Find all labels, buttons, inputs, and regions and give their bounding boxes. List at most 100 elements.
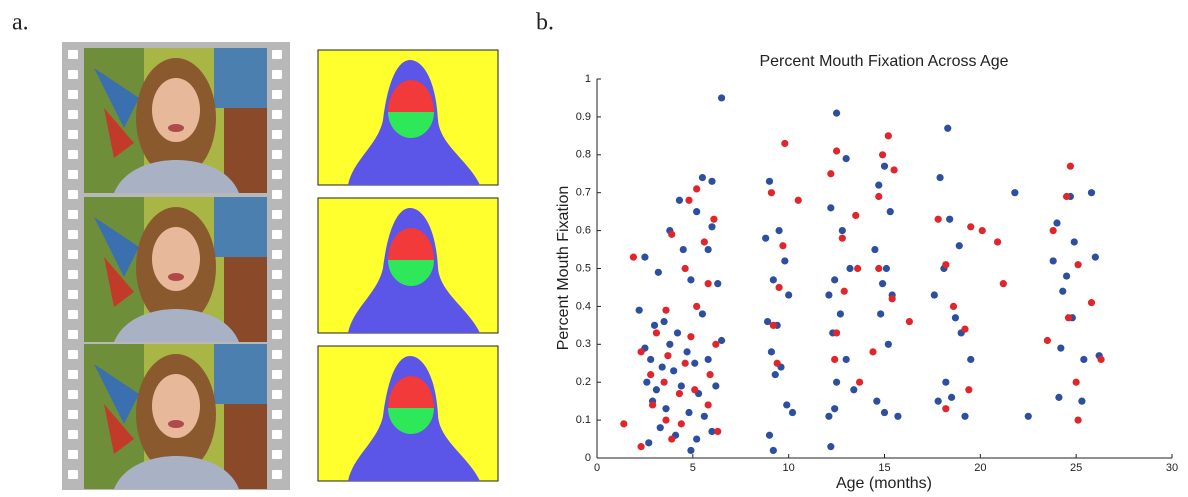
point: [838, 227, 846, 235]
point: [673, 329, 682, 337]
point: [875, 192, 883, 201]
point: [852, 211, 860, 220]
point: [871, 245, 879, 254]
point: [850, 386, 858, 394]
point: [785, 291, 793, 299]
point: [942, 261, 950, 269]
sprocket-hole: [68, 310, 78, 319]
point: [944, 124, 952, 132]
sprocket-hole: [272, 150, 282, 159]
film-strip: [62, 42, 290, 490]
sprocket-hole: [68, 350, 78, 359]
point: [888, 295, 896, 303]
point: [1024, 412, 1032, 420]
x-tick-label: 10: [783, 462, 795, 474]
sprocket-hole: [68, 470, 78, 479]
point: [691, 386, 699, 394]
point: [1072, 378, 1080, 386]
point: [660, 378, 668, 386]
y-tick-label: 0.4: [576, 300, 591, 312]
point: [693, 435, 701, 443]
sprocket-hole: [272, 70, 282, 79]
point: [769, 276, 777, 284]
point: [875, 264, 883, 273]
x-tick-label: 30: [1166, 462, 1178, 474]
point: [855, 378, 864, 386]
x-tick-label: 5: [690, 462, 696, 474]
video-frame: [84, 344, 267, 489]
point: [664, 352, 672, 360]
point: [825, 412, 833, 420]
point: [947, 393, 956, 401]
y-tick-label: 0.9: [576, 111, 591, 123]
point: [1080, 355, 1088, 364]
point: [683, 348, 691, 356]
point: [1087, 299, 1096, 307]
point: [955, 242, 963, 250]
point: [1091, 253, 1099, 261]
sprocket-hole: [68, 370, 78, 379]
sprocket-hole: [68, 390, 78, 399]
point: [781, 139, 789, 148]
video-frame: [84, 197, 267, 342]
point: [704, 355, 712, 364]
sprocket-hole: [68, 430, 78, 439]
point: [708, 177, 716, 185]
point: [1011, 189, 1019, 197]
point: [712, 382, 720, 390]
x-tick-label: 20: [974, 462, 986, 474]
sprocket-hole: [68, 150, 78, 159]
y-tick-label: 0.3: [576, 338, 591, 350]
point: [978, 227, 986, 235]
point: [645, 439, 653, 447]
point: [832, 109, 841, 117]
y-tick-label: 0.7: [576, 187, 591, 199]
sprocket-hole: [272, 330, 282, 339]
point: [1059, 287, 1067, 295]
point: [878, 280, 887, 288]
point: [882, 264, 891, 273]
sprocket-hole: [68, 90, 78, 99]
point: [681, 264, 689, 273]
point: [706, 371, 714, 379]
point: [637, 348, 645, 356]
point: [765, 431, 774, 439]
point: [767, 189, 776, 197]
point: [934, 397, 942, 405]
y-axis-label: Percent Mouth Fixation: [555, 186, 572, 351]
point: [717, 336, 726, 345]
point: [668, 230, 676, 238]
point: [698, 310, 707, 318]
point: [831, 355, 839, 364]
point: [693, 302, 701, 310]
point: [836, 310, 845, 318]
sprocket-hole: [68, 70, 78, 79]
point: [681, 359, 689, 367]
point: [685, 196, 693, 204]
point: [1055, 393, 1063, 401]
point: [781, 257, 789, 265]
point: [675, 389, 684, 398]
point: [687, 333, 695, 341]
x-axis-label: Age (months): [836, 475, 932, 492]
point: [930, 291, 938, 299]
point: [949, 302, 958, 310]
point: [869, 348, 877, 356]
point: [647, 371, 655, 379]
sprocket-hole: [272, 370, 282, 379]
plot-area: 0 5 10 15 20 25 30 0 0.1 0.2 0.3 0.4 0.5 0.6 0.7 0.8 0.9…: [576, 73, 1178, 474]
x-tick-label: 15: [878, 462, 890, 474]
point: [652, 329, 661, 337]
point: [842, 154, 850, 163]
point: [643, 378, 651, 386]
point: [662, 405, 670, 413]
point: [763, 317, 772, 326]
x-tick-label: 0: [594, 462, 600, 474]
sprocket-hole: [272, 130, 282, 139]
point: [894, 412, 902, 420]
point: [769, 446, 777, 455]
point: [765, 177, 774, 185]
region-mask: [317, 345, 499, 482]
point: [656, 424, 664, 432]
point: [877, 310, 885, 318]
